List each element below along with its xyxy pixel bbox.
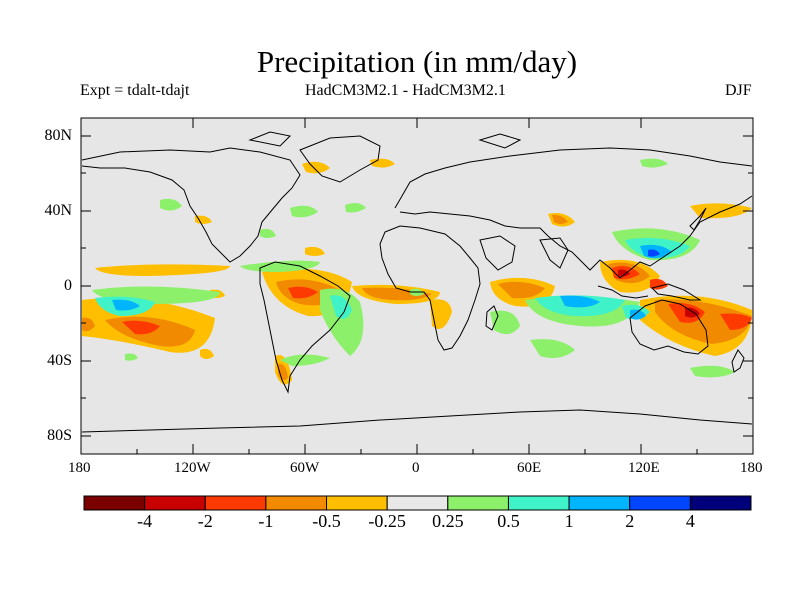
lat-label-40s: 40S	[47, 352, 72, 369]
colorbar-label: -0.5	[312, 511, 341, 531]
lon-label-120w: 120W	[174, 460, 211, 476]
colorbar-swatch	[629, 495, 691, 511]
colorbar-label: 0.25	[432, 511, 464, 531]
colorbar-label: 4	[685, 511, 695, 531]
colorbar-label: 0.5	[497, 511, 520, 531]
coastlines	[81, 131, 753, 433]
lat-label-80n: 80N	[44, 127, 72, 144]
colorbar-swatch	[83, 495, 146, 511]
precip-anomaly-fields	[82, 158, 752, 385]
colorbar-swatch	[689, 495, 752, 511]
colorbar-swatch	[326, 495, 388, 511]
lon-label-180w: 180	[68, 460, 91, 476]
colorbar-swatch	[204, 495, 267, 511]
lat-ticks	[81, 135, 753, 437]
model-label: HadCM3M2.1 - HadCM3M2.1	[305, 82, 506, 99]
colorbar-label: -1	[258, 511, 274, 531]
colorbar-label: 1	[564, 511, 574, 531]
colorbar-swatch	[507, 495, 570, 511]
colorbar-swatch	[386, 495, 449, 511]
colorbar-label: -4	[137, 511, 153, 531]
colorbar-swatch	[568, 495, 631, 511]
lon-label-120e: 120E	[628, 460, 660, 476]
colorbar-swatch	[265, 495, 328, 511]
colorbar-label: 2	[625, 511, 635, 531]
lat-label-0: 0	[64, 277, 72, 294]
lon-label-180e: 180	[740, 460, 763, 476]
lon-ticks	[136, 118, 698, 454]
lat-label-80s: 80S	[47, 427, 72, 444]
lat-label-40n: 40N	[44, 202, 72, 219]
colorbar-label: -0.25	[368, 511, 406, 531]
lon-label-0: 0	[412, 460, 420, 476]
colorbar-label: -2	[197, 511, 213, 531]
colorbar-swatch	[144, 495, 206, 511]
lon-label-60w: 60W	[290, 460, 320, 476]
lon-label-60e: 60E	[517, 460, 542, 476]
colorbar-swatch	[447, 495, 509, 511]
experiment-label: Expt = tdalt-tdajt	[80, 82, 190, 99]
season-label: DJF	[725, 82, 752, 99]
figure-title: Precipitation (in mm/day)	[256, 44, 578, 79]
colorbar	[83, 495, 752, 511]
